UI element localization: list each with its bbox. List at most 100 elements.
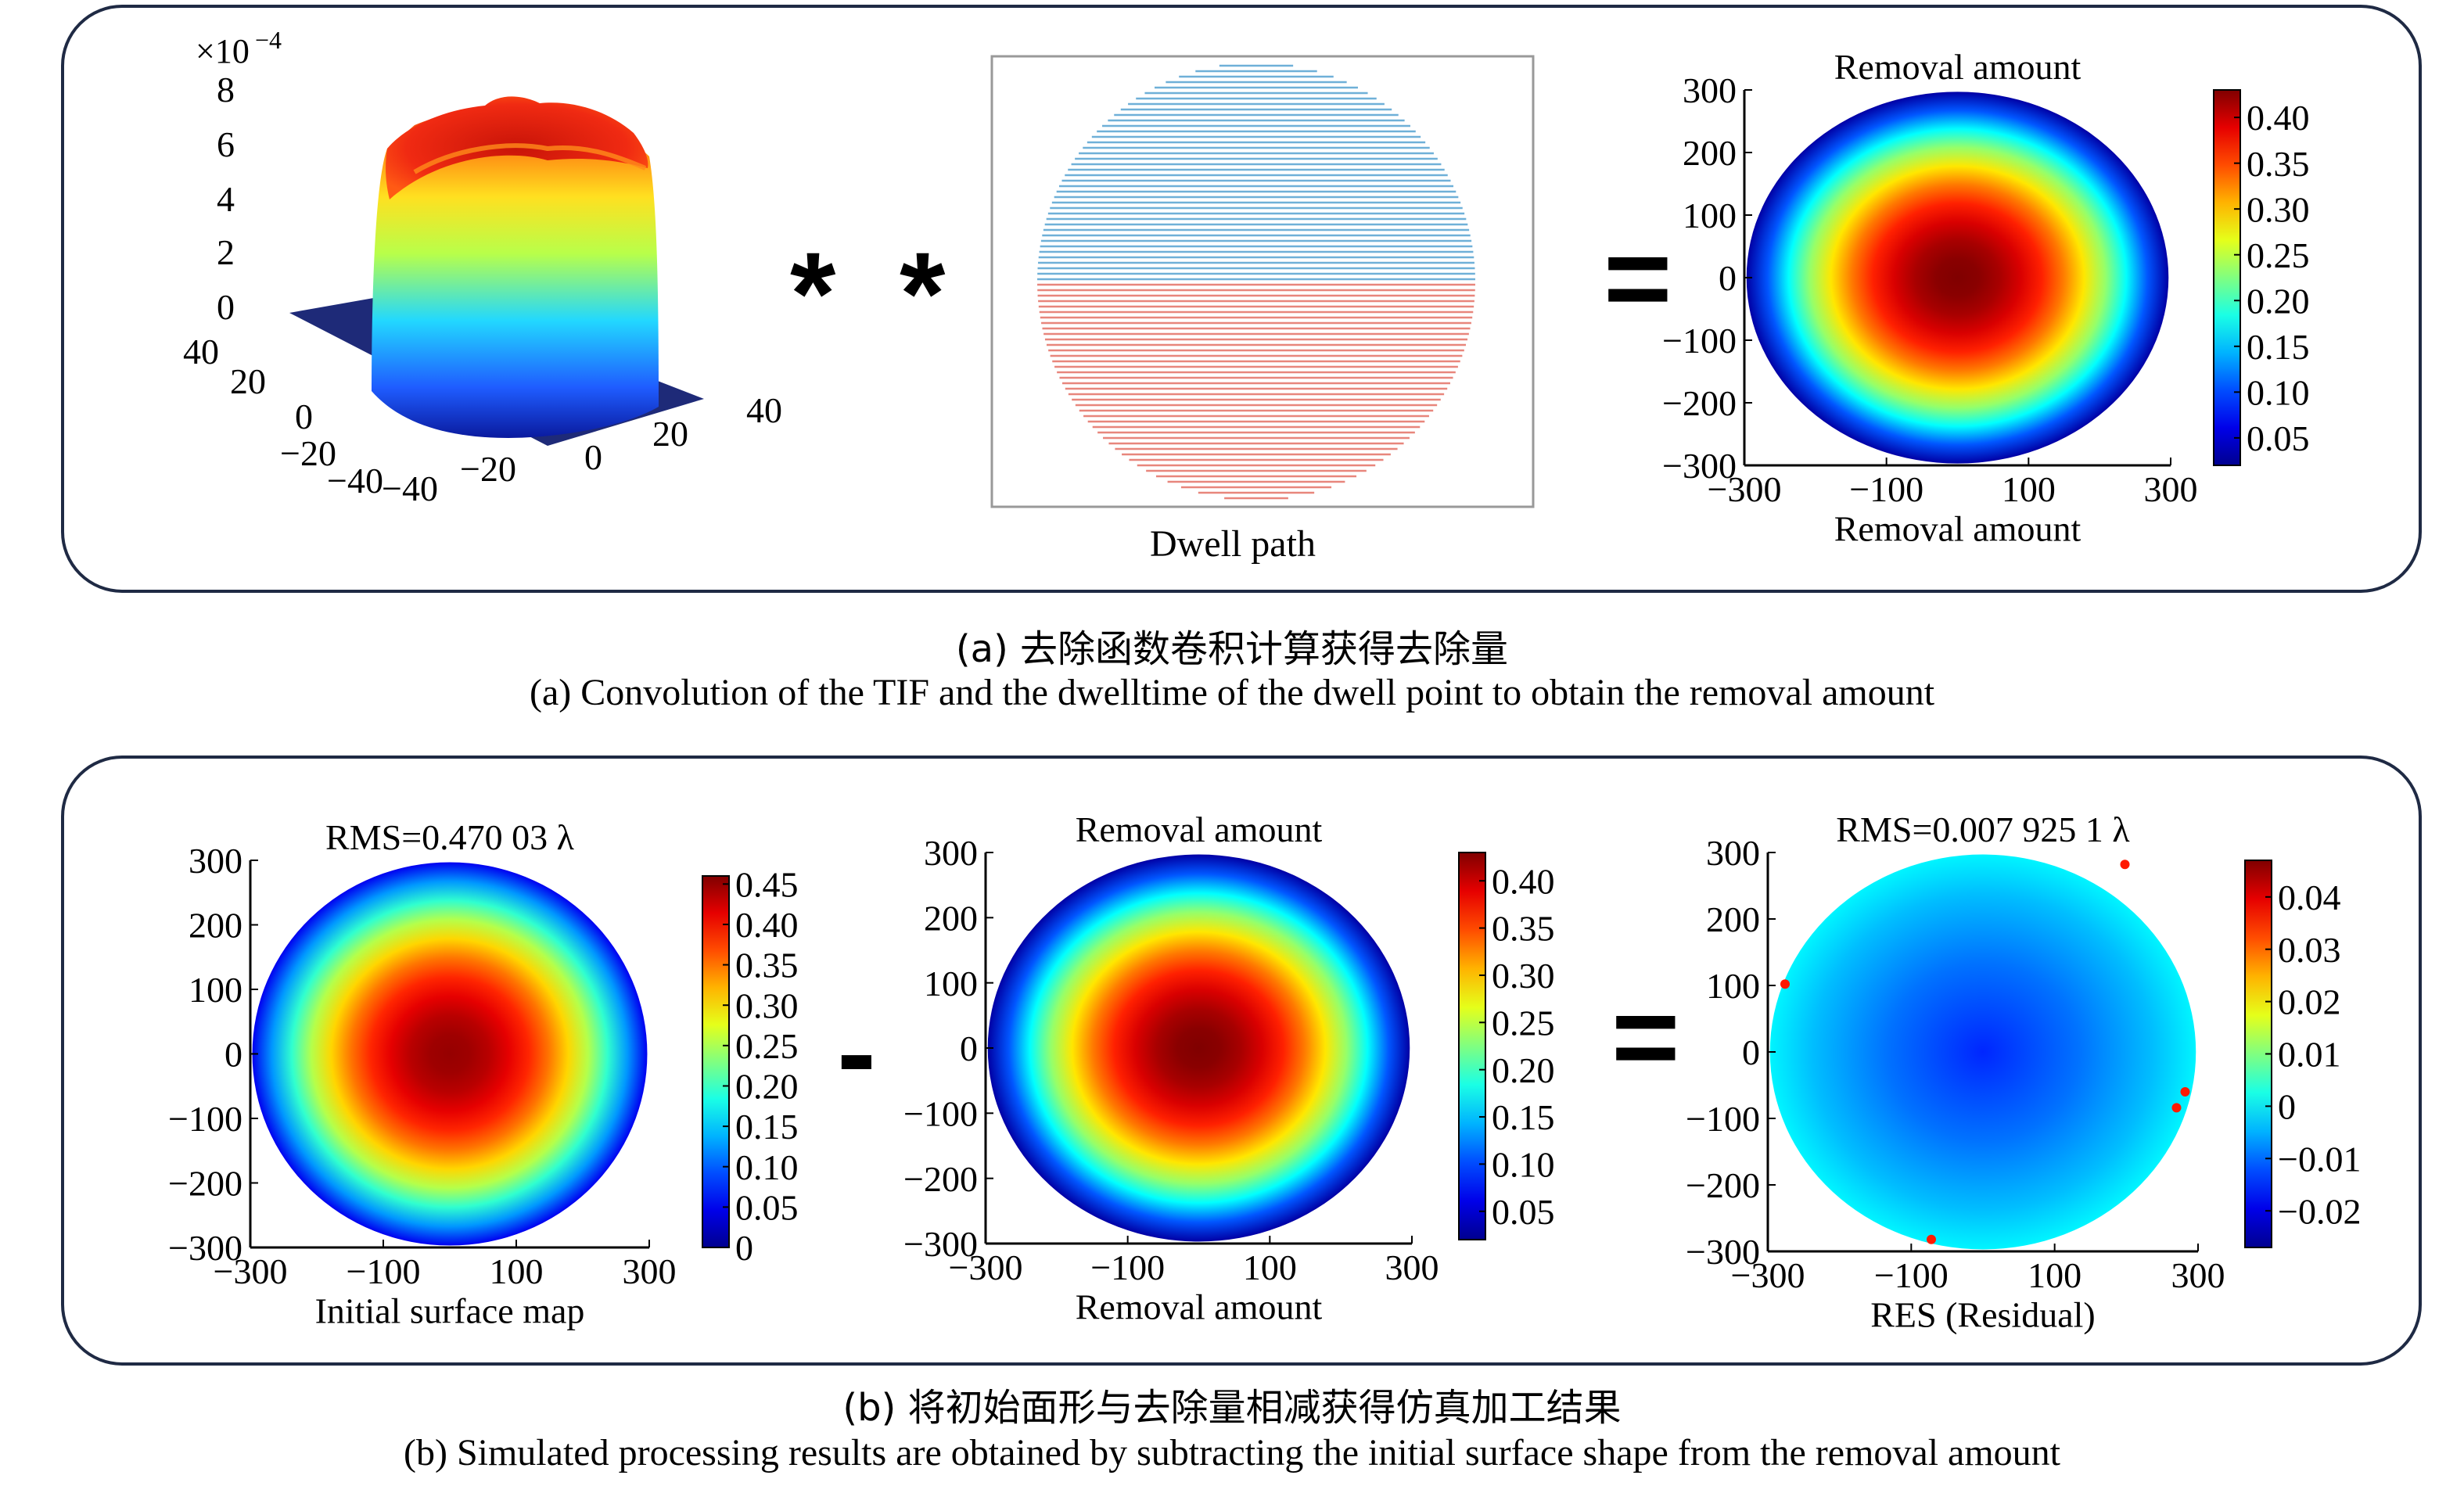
tif-y-tick: −20 <box>280 433 336 473</box>
x-tick-label: 300 <box>1385 1247 1439 1287</box>
colorbar-tick-label: 0.05 <box>735 1187 799 1227</box>
dwell-path-chart <box>990 55 1535 508</box>
tif-x-tick: −20 <box>460 449 516 489</box>
colorbar-tick-label: 0.01 <box>2278 1035 2341 1075</box>
caption-b-english: (b) Simulated processing results are obt… <box>403 1432 2061 1473</box>
x-tick-label: −100 <box>1874 1255 1949 1295</box>
y-tick-label: 0 <box>960 1028 978 1068</box>
x-tick-label: 300 <box>2144 469 2198 509</box>
tif-z-tick: 0 <box>217 287 235 327</box>
heatmap-surface <box>987 854 1410 1242</box>
y-tick-label: 100 <box>1706 966 1760 1006</box>
y-tick-label: −100 <box>1662 321 1737 361</box>
colorbar-tick-label: 0.20 <box>2247 281 2310 321</box>
colorbar-tick-label: −0.01 <box>2278 1139 2361 1179</box>
chart-title: Removal amount <box>1834 47 2081 87</box>
y-tick-label: −300 <box>903 1224 978 1264</box>
tif-top-ridge <box>413 143 647 174</box>
initial-surface-heatmap: 300 200 100 0 −100 −200 −300−300 −100 100 300 RMS=… <box>168 817 799 1331</box>
colorbar-tick-label: 0.15 <box>1492 1097 1555 1137</box>
minus-operator: - <box>837 986 876 1118</box>
colorbar <box>702 875 730 1248</box>
colorbar-tick-label: 0.35 <box>1492 909 1555 949</box>
y-tick-label: −200 <box>1686 1165 1760 1205</box>
colorbar-tick-label: 0.30 <box>1492 956 1555 996</box>
colorbar-tick-label: 0.25 <box>735 1026 799 1066</box>
y-tick-label: 200 <box>924 898 978 938</box>
y-tick-label: 200 <box>189 906 242 946</box>
residual-spot <box>1927 1234 1936 1244</box>
y-tick-label: −200 <box>903 1159 978 1199</box>
x-tick-label: 100 <box>2002 469 2056 509</box>
colorbar-tick-label: 0.02 <box>2278 982 2341 1022</box>
x-tick-label: −300 <box>949 1247 1023 1287</box>
tif-x-tick: 20 <box>652 414 688 454</box>
x-tick-label: 100 <box>2028 1255 2081 1295</box>
x-tick-label: 100 <box>1243 1247 1297 1287</box>
colorbar-tick-label: 0.04 <box>2278 878 2341 917</box>
y-tick-label: 100 <box>1683 196 1737 235</box>
colorbar-tick-label: −0.02 <box>2278 1191 2361 1231</box>
y-tick-label: 300 <box>189 841 242 881</box>
y-tick-label: 0 <box>1742 1032 1760 1072</box>
x-tick-label: −100 <box>347 1251 421 1291</box>
colorbar-tick-label: 0.20 <box>1492 1050 1555 1090</box>
chart-xlabel: Removal amount <box>1834 509 2081 549</box>
residual-spot <box>2180 1087 2190 1097</box>
removal-amount-heatmap-b: 300 200 100 0 −100 −200 −300−300 −100 100 300 Remo… <box>903 809 1555 1327</box>
y-tick-label: 300 <box>924 833 978 873</box>
dwell-path-box <box>990 55 1535 508</box>
caption-b-chinese: (b) 将初始面形与去除量相减获得仿真加工结果 <box>842 1386 1622 1430</box>
tif-y-tick: 0 <box>295 397 313 436</box>
tif-z-tick: 2 <box>217 232 235 272</box>
convolution-operator: * * <box>790 228 961 359</box>
x-tick-label: 100 <box>490 1251 544 1291</box>
residual-spot <box>1780 979 1790 989</box>
caption-a-chinese: (a) 去除函数卷积计算获得去除量 <box>955 627 1509 671</box>
tif-y-tick: 20 <box>230 361 266 401</box>
chart-xlabel: Initial surface map <box>315 1291 585 1331</box>
colorbar-tick-label: 0.35 <box>2247 144 2310 184</box>
dwell-path-xlabel: Dwell path <box>1150 523 1316 565</box>
y-tick-label: −200 <box>1662 383 1737 423</box>
colorbar-tick-label: 0.10 <box>2247 372 2310 412</box>
residual-spot <box>2120 860 2130 870</box>
tif-y-tick: 40 <box>183 332 219 372</box>
x-tick-label: 300 <box>2171 1255 2225 1295</box>
chart-xlabel: Removal amount <box>1076 1287 1323 1327</box>
tif-x-tick: 0 <box>584 437 602 477</box>
colorbar <box>2213 89 2241 466</box>
heatmap-surface <box>252 862 648 1246</box>
tif-z-tick: 8 <box>217 70 235 109</box>
y-tick-label: −100 <box>168 1099 242 1139</box>
colorbar-tick-label: 0.25 <box>1492 1003 1555 1043</box>
y-tick-label: −300 <box>168 1228 242 1268</box>
colorbar-tick-label: 0.10 <box>735 1147 799 1187</box>
x-tick-label: −300 <box>1708 469 1782 509</box>
x-tick-label: −100 <box>1090 1247 1165 1287</box>
colorbar-tick-label: 0.10 <box>1492 1145 1555 1185</box>
colorbar <box>1458 852 1486 1240</box>
x-tick-label: −300 <box>1731 1255 1805 1295</box>
residual-spot <box>2171 1103 2182 1113</box>
colorbar-tick-label: 0.15 <box>2247 327 2310 367</box>
y-tick-label: 200 <box>1706 899 1760 939</box>
y-tick-label: −300 <box>1662 446 1737 486</box>
colorbar-tick-label: 0.03 <box>2278 930 2341 970</box>
colorbar-tick-label: 0.45 <box>735 864 799 904</box>
equals-operator-b: = <box>1611 971 1680 1102</box>
chart-title: RMS=0.007 925 1 λ <box>1836 809 2130 849</box>
y-tick-label: −100 <box>1686 1099 1760 1139</box>
caption-a-english: (a) Convolution of the TIF and the dwell… <box>529 672 1935 713</box>
colorbar-tick-label: 0.30 <box>2247 189 2310 229</box>
y-tick-label: 0 <box>1719 258 1737 298</box>
colorbar-tick-label: 0.25 <box>2247 235 2310 275</box>
x-tick-label: −100 <box>1849 469 1923 509</box>
heatmap-surface <box>1746 92 2169 464</box>
y-tick-label: 300 <box>1706 833 1760 873</box>
removal-amount-heatmap-a: 300 200 100 0 −100 −200 −300−300 −100 100 300 Remo… <box>1662 47 2310 549</box>
tif-top <box>386 96 648 199</box>
chart-title: Removal amount <box>1076 809 1323 849</box>
tif-z-exponent: −4 <box>255 31 282 54</box>
y-tick-label: 200 <box>1683 133 1737 173</box>
